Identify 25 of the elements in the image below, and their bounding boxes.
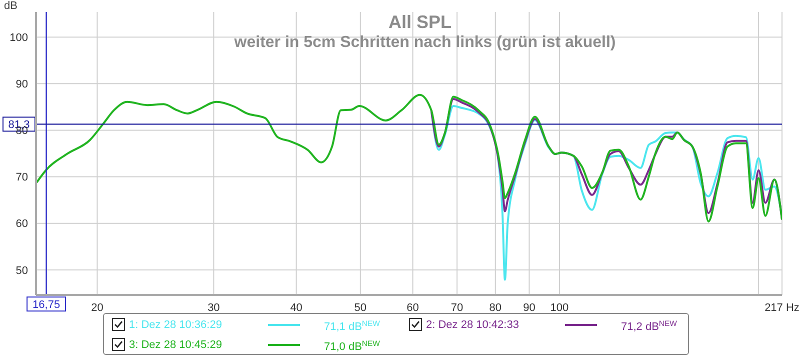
- text: 71,1 dB$^{NEW}$: [324, 318, 381, 333]
- y-tick-label: 60: [16, 218, 28, 230]
- y-tick-label: 50: [16, 264, 28, 277]
- chart-title: All SPL: [387, 12, 452, 33]
- text: 71,0 dB$^{NEW}$: [324, 338, 381, 353]
- text: weiter in 5cm Schritten nach links (grün ist akuell): [233, 34, 617, 52]
- y-axis-title: dB: [4, 0, 18, 12]
- x-tick-label: 70: [450, 302, 464, 314]
- x-tick-label: 80: [489, 302, 502, 314]
- y-tick-label: 90: [16, 78, 28, 91]
- text: 3: Dez 28 10:45:29: [129, 339, 222, 351]
- x-tick-label: 60: [406, 302, 419, 314]
- ref-line-label: 16,75: [32, 299, 60, 311]
- x-tick-label: 217 Hz: [764, 302, 800, 314]
- y-tick-label: 70: [16, 172, 28, 184]
- x-tick-label: 20: [91, 302, 104, 314]
- text: 1: Dez 28 10:36:29: [129, 319, 222, 331]
- y-tick-label: 100: [10, 32, 28, 44]
- x-tick-label: 50: [354, 302, 367, 314]
- x-tick-label: 40: [290, 302, 302, 314]
- x-tick-label: 90: [523, 302, 536, 314]
- x-tick-label: 30: [208, 302, 220, 314]
- text: 71,2 dB$^{NEW}$: [621, 318, 678, 333]
- text: 2: Dez 28 10:42:33: [426, 319, 519, 331]
- x-tick-label: 100: [550, 302, 569, 314]
